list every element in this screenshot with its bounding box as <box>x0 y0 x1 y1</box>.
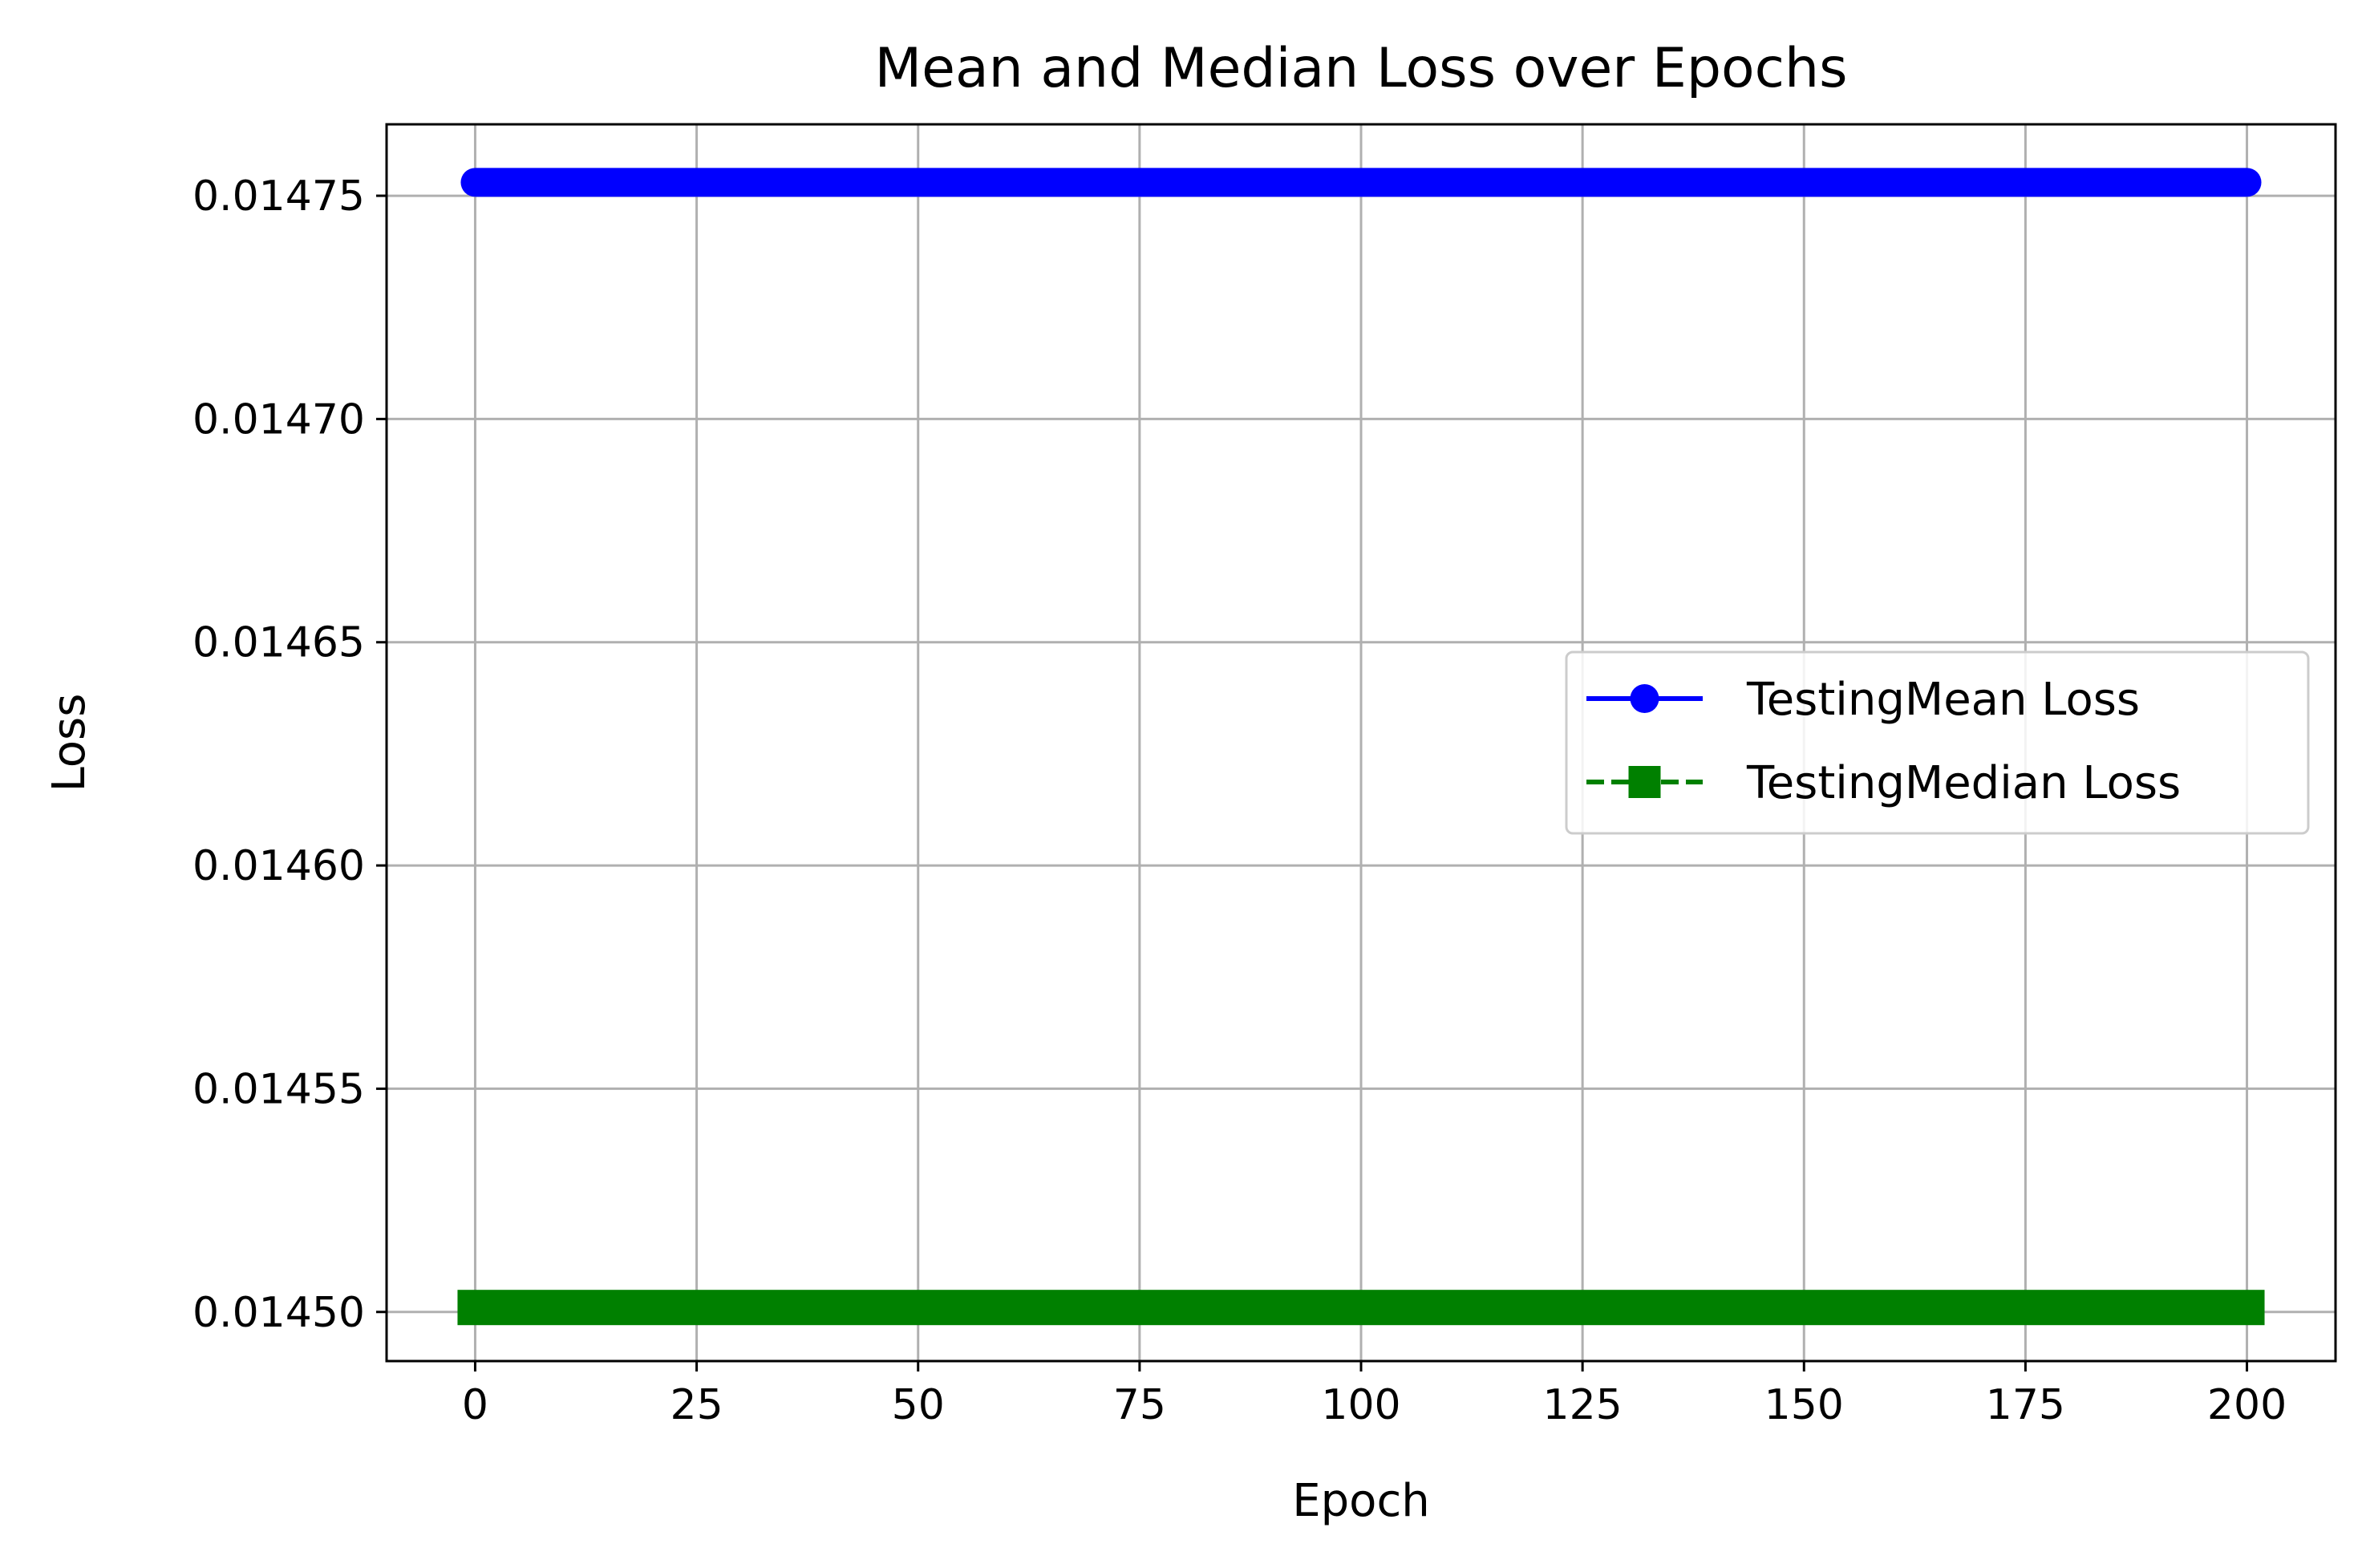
y-tick-label: 0.01465 <box>192 619 365 667</box>
x-axis-label: Epoch <box>1292 1475 1429 1527</box>
x-tick-label: 50 <box>892 1381 945 1429</box>
legend: TestingMean Loss TestingMedian Loss <box>1565 650 2310 835</box>
series-line <box>457 1290 2265 1326</box>
y-tick-label: 0.01475 <box>192 172 365 221</box>
chart-title: Mean and Median Loss over Epochs <box>874 37 1847 100</box>
x-tick-label: 0 <box>462 1381 488 1429</box>
legend-marker-square <box>1628 766 1661 798</box>
axis-ticks: 0 25 50 75 100 125 150 175 200 0.01450 0.01455 0.01… <box>192 172 2287 1429</box>
x-tick-label: 25 <box>671 1381 723 1429</box>
legend-frame <box>1565 650 2310 835</box>
y-tick-label: 0.01470 <box>192 395 365 444</box>
legend-label: TestingMedian Loss <box>1746 757 2181 809</box>
legend-label: TestingMean Loss <box>1746 674 2140 726</box>
x-tick-label: 75 <box>1113 1381 1166 1429</box>
x-tick-label: 200 <box>2207 1381 2287 1429</box>
legend-item: TestingMean Loss <box>1586 674 2140 726</box>
y-tick-label: 0.01455 <box>192 1065 365 1113</box>
legend-marker-circle <box>1630 684 1659 713</box>
series-testing-median-loss <box>457 1290 2265 1326</box>
x-tick-label: 100 <box>1321 1381 1400 1429</box>
y-tick-label: 0.01460 <box>192 842 365 890</box>
x-tick-label: 175 <box>1986 1381 2065 1429</box>
y-tick-label: 0.01450 <box>192 1289 365 1337</box>
x-tick-label: 125 <box>1543 1381 1623 1429</box>
legend-item: TestingMedian Loss <box>1586 757 2181 809</box>
plot-series <box>457 168 2265 1326</box>
x-tick-label: 150 <box>1764 1381 1844 1429</box>
y-axis-label: Loss <box>43 694 95 792</box>
